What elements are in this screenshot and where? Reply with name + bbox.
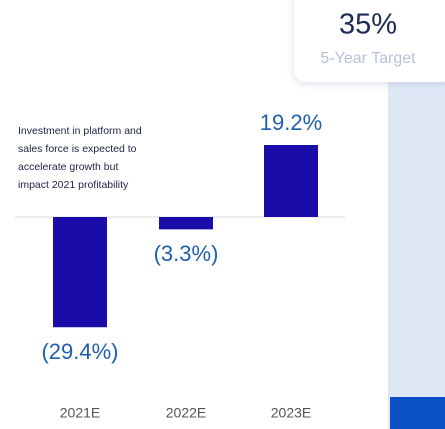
value-label: (3.3%) <box>154 241 219 266</box>
x-tick-label: 2022E <box>166 405 206 421</box>
bar <box>53 217 107 328</box>
value-label: (29.4%) <box>41 339 118 364</box>
target-label: 5-Year Target <box>320 50 416 67</box>
target-card <box>294 0 445 82</box>
annotation-line: accelerate growth but <box>18 161 118 173</box>
annotation-line: sales force is expected to <box>18 143 137 155</box>
x-tick-label: 2023E <box>271 405 311 421</box>
side-panel <box>388 60 445 429</box>
side-block <box>390 397 445 429</box>
annotation-line: impact 2021 profitability <box>18 179 129 191</box>
annotation-line: Investment in platform and <box>18 125 142 137</box>
bar <box>264 145 318 217</box>
bar <box>159 217 213 230</box>
x-tick-label: 2021E <box>60 405 100 421</box>
target-value: 35% <box>339 9 397 41</box>
value-label: 19.2% <box>260 110 322 135</box>
